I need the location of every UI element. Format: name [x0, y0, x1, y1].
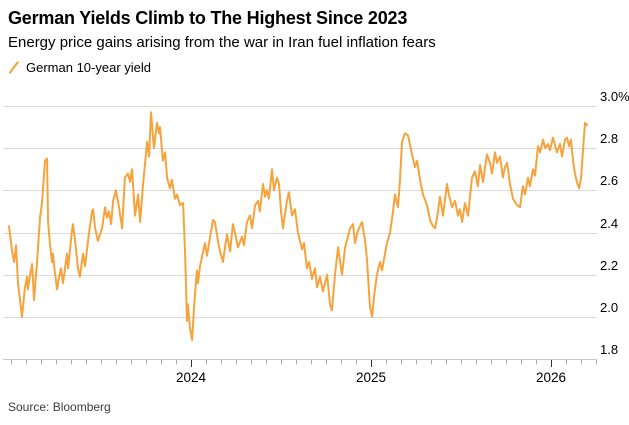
y-axis-label: 2.2	[600, 258, 618, 273]
x-axis-label: 2025	[356, 370, 386, 385]
y-axis-label: 2.4	[600, 216, 618, 231]
x-axis-label: 2024	[176, 370, 207, 385]
legend: German 10-year yield	[8, 60, 151, 75]
chart-subtitle: Energy price gains arising from the war …	[8, 34, 436, 51]
yield-line	[8, 111, 588, 341]
source-text: Source: Bloomberg	[8, 400, 111, 414]
legend-slash-icon	[8, 61, 20, 74]
y-axis-label: 1.8	[600, 342, 618, 357]
y-axis-label: 2.8	[600, 131, 618, 146]
y-axis-label: 3.0%	[600, 89, 629, 104]
chart-title: German Yields Climb to The Highest Since…	[8, 8, 408, 28]
x-axis-label: 2026	[536, 370, 566, 385]
legend-label: German 10-year yield	[26, 60, 151, 75]
y-axis-label: 2.6	[600, 173, 618, 188]
y-axis-label: 2.0	[600, 300, 618, 315]
